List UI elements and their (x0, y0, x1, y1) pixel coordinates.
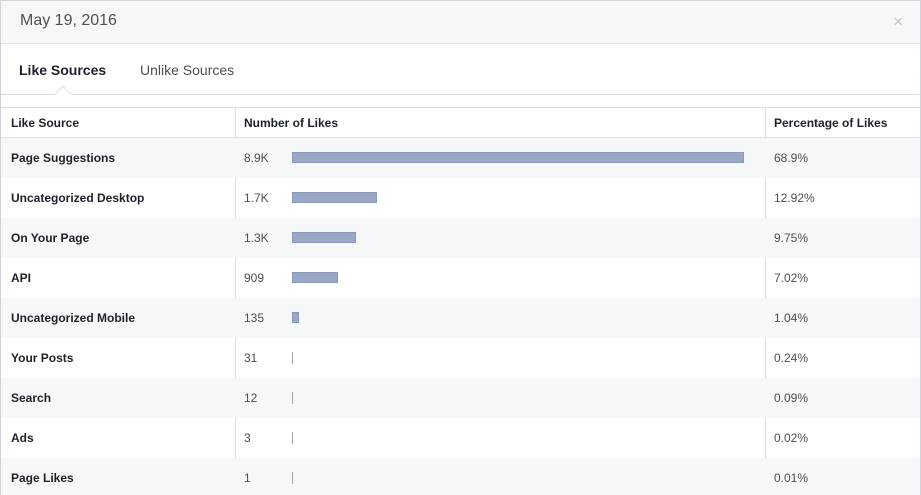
close-icon[interactable]: × (893, 13, 903, 30)
likes-bar (292, 392, 293, 404)
table-row: Uncategorized Mobile 135 1.04% (1, 298, 920, 338)
likes-bar-track (292, 432, 744, 444)
likes-bar (292, 272, 338, 283)
table-row: Ads 3 0.02% (1, 418, 920, 458)
header-percentage-of-likes: Percentage of Likes (774, 116, 887, 130)
percentage-cell: 1.04% (774, 311, 808, 325)
likes-bar (292, 352, 293, 364)
likes-count-cell: 1 (244, 471, 251, 485)
like-sources-table: Like Source Number of Likes Percentage o… (1, 107, 920, 495)
header-like-source: Like Source (11, 116, 79, 130)
percentage-cell: 68.9% (774, 151, 808, 165)
likes-bar-track (292, 352, 744, 364)
like-source-cell: Page Likes (11, 471, 74, 485)
percentage-cell: 0.01% (774, 471, 808, 485)
like-source-cell: Your Posts (11, 351, 73, 365)
table-row: Page Suggestions 8.9K 68.9% (1, 138, 920, 178)
likes-bar-track (292, 392, 744, 404)
likes-bar (292, 312, 299, 323)
like-source-cell: Uncategorized Desktop (11, 191, 144, 205)
table-row: Your Posts 31 0.24% (1, 338, 920, 378)
likes-bar-track (292, 312, 744, 324)
likes-bar-track (292, 152, 744, 164)
table-row: Uncategorized Desktop 1.7K 12.92% (1, 178, 920, 218)
likes-count-cell: 135 (244, 311, 264, 325)
likes-bar (292, 152, 744, 163)
likes-count-cell: 1.3K (244, 231, 269, 245)
like-source-cell: Ads (11, 431, 34, 445)
tab-like-sources[interactable]: Like Sources (19, 62, 106, 78)
likes-count-cell: 3 (244, 431, 251, 445)
likes-count-cell: 31 (244, 351, 257, 365)
dialog-date-title: May 19, 2016 (20, 12, 117, 30)
tab-bar: Like Sources Unlike Sources (1, 44, 920, 95)
likes-bar-track (292, 272, 744, 284)
likes-bar (292, 472, 293, 484)
percentage-cell: 0.09% (774, 391, 808, 405)
table-row: On Your Page 1.3K 9.75% (1, 218, 920, 258)
header-number-of-likes: Number of Likes (244, 116, 338, 130)
likes-count-cell: 12 (244, 391, 257, 405)
likes-count-cell: 8.9K (244, 151, 269, 165)
table-row: Page Likes 1 0.01% (1, 458, 920, 495)
percentage-cell: 0.24% (774, 351, 808, 365)
table-row: API 909 7.02% (1, 258, 920, 298)
likes-count-cell: 909 (244, 271, 264, 285)
likes-bar (292, 192, 377, 203)
table-row: Search 12 0.09% (1, 378, 920, 418)
tab-unlike-sources[interactable]: Unlike Sources (140, 62, 234, 78)
like-source-cell: On Your Page (11, 231, 89, 245)
likes-bar-track (292, 232, 744, 244)
likes-bar-track (292, 192, 744, 204)
likes-count-cell: 1.7K (244, 191, 269, 205)
like-source-cell: Page Suggestions (11, 151, 115, 165)
like-source-cell: Search (11, 391, 51, 405)
likes-bar (292, 232, 356, 243)
percentage-cell: 9.75% (774, 231, 808, 245)
like-source-cell: API (11, 271, 31, 285)
likes-bar (292, 432, 293, 444)
likes-bar-track (292, 472, 744, 484)
percentage-cell: 0.02% (774, 431, 808, 445)
active-tab-caret-icon (55, 86, 72, 103)
like-source-cell: Uncategorized Mobile (11, 311, 135, 325)
table-header: Like Source Number of Likes Percentage o… (1, 108, 920, 138)
percentage-cell: 7.02% (774, 271, 808, 285)
table-body: Page Suggestions 8.9K 68.9% Uncategorized D… (1, 138, 920, 495)
percentage-cell: 12.92% (774, 191, 815, 205)
dialog-header: May 19, 2016 × (1, 1, 920, 44)
